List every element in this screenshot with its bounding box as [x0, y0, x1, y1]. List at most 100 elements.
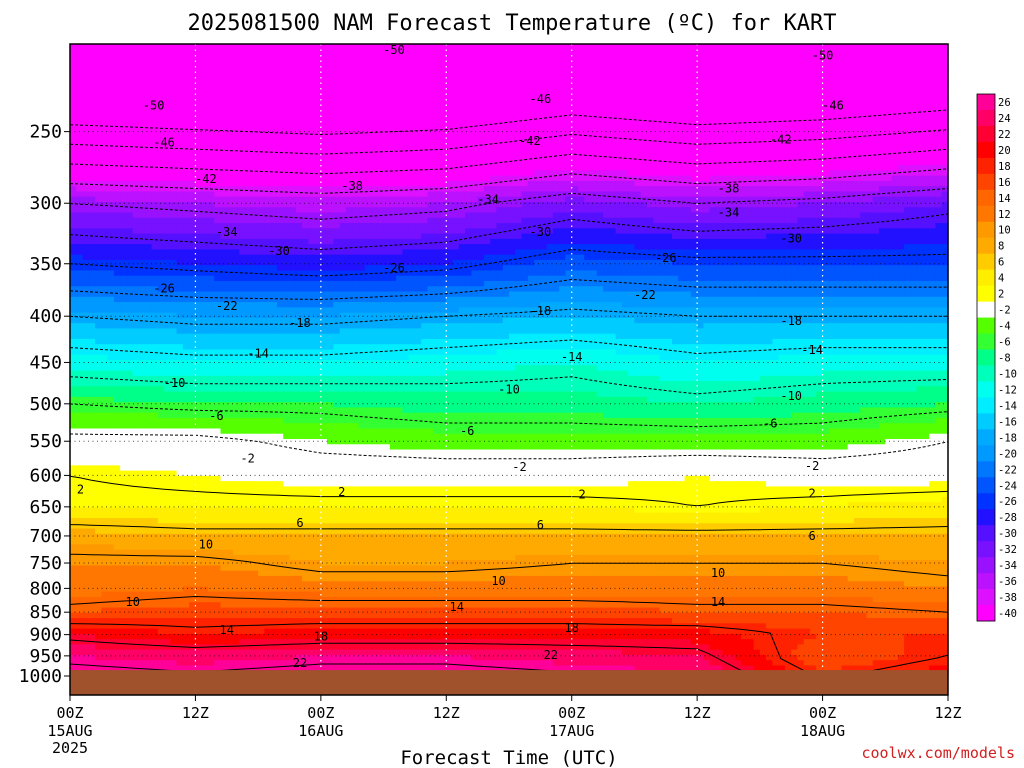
temperature-cell: [82, 512, 90, 519]
temperature-cell: [226, 460, 234, 466]
temperature-cell: [314, 138, 322, 145]
temperature-cell: [302, 654, 309, 661]
temperature-cell: [226, 496, 234, 503]
temperature-cell: [88, 233, 96, 240]
temperature-cell: [327, 107, 334, 114]
temperature-cell: [302, 270, 309, 277]
temperature-cell: [264, 70, 272, 77]
temperature-cell: [233, 133, 240, 140]
temperature-cell: [283, 465, 291, 472]
temperature-cell: [157, 633, 165, 640]
temperature-cell: [138, 191, 146, 198]
temperature-cell: [245, 323, 253, 329]
temperature-cell: [101, 370, 109, 377]
temperature-cell: [251, 449, 259, 456]
temperature-cell: [189, 375, 197, 382]
temperature-cell: [283, 281, 291, 287]
temperature-cell: [182, 212, 190, 219]
temperature-cell: [88, 101, 96, 108]
temperature-cell: [289, 65, 297, 71]
temperature-cell: [283, 49, 291, 56]
temperature-cell: [120, 518, 128, 524]
temperature-cell: [276, 581, 284, 588]
temperature-cell: [76, 254, 84, 261]
temperature-cell: [308, 428, 316, 435]
temperature-cell: [107, 349, 115, 356]
temperature-cell: [276, 333, 284, 340]
temperature-cell: [132, 618, 140, 624]
temperature-cell: [189, 117, 197, 124]
temperature-cell: [207, 286, 215, 293]
temperature-cell: [295, 333, 303, 340]
temperature-cell: [214, 70, 222, 77]
temperature-cell: [226, 412, 234, 419]
temperature-cell: [182, 428, 190, 435]
temperature-cell: [295, 75, 303, 82]
temperature-cell: [145, 265, 153, 272]
temperature-cell: [145, 233, 153, 240]
temperature-cell: [270, 554, 278, 561]
temperature-cell: [226, 291, 234, 298]
temperature-cell: [95, 381, 102, 387]
temperature-cell: [201, 486, 209, 493]
temperature-cell: [251, 391, 259, 398]
temperature-cell: [214, 612, 222, 619]
temperature-cell: [82, 54, 90, 61]
temperature-cell: [82, 80, 90, 87]
temperature-cell: [170, 439, 178, 445]
temperature-cell: [189, 449, 197, 456]
temperature-cell: [270, 402, 278, 408]
temperature-cell: [251, 370, 259, 377]
temperature-cell: [264, 296, 272, 303]
temperature-cell: [302, 217, 309, 224]
temperature-cell: [207, 449, 215, 456]
temperature-cell: [76, 523, 84, 530]
temperature-cell: [95, 49, 102, 56]
temperature-cell: [220, 602, 228, 609]
temperature-cell: [189, 581, 197, 588]
temperature-cell: [264, 96, 272, 103]
temperature-cell: [182, 323, 190, 329]
temperature-cell: [314, 286, 322, 293]
temperature-cell: [182, 312, 190, 319]
temperature-cell: [251, 612, 259, 619]
temperature-cell: [126, 138, 134, 145]
temperature-cell: [189, 202, 197, 208]
temperature-cell: [245, 554, 253, 561]
temperature-cell: [70, 254, 77, 261]
temperature-cell: [283, 633, 291, 640]
temperature-cell: [308, 560, 316, 566]
temperature-cell: [189, 523, 197, 530]
temperature-cell: [264, 123, 272, 129]
temperature-cell: [76, 91, 84, 98]
temperature-cell: [76, 612, 84, 619]
temperature-cell: [233, 228, 240, 235]
temperature-cell: [120, 449, 128, 456]
temperature-cell: [182, 549, 190, 556]
temperature-cell: [308, 117, 316, 124]
temperature-cell: [327, 354, 334, 361]
temperature-cell: [151, 244, 159, 250]
temperature-cell: [107, 307, 115, 314]
temperature-cell: [176, 381, 184, 387]
temperature-cell: [201, 170, 209, 177]
temperature-cell: [308, 286, 316, 293]
temperature-cell: [308, 270, 316, 277]
temperature-cell: [82, 444, 90, 451]
temperature-cell: [70, 202, 77, 208]
temperature-cell: [314, 49, 322, 56]
temperature-cell: [132, 470, 140, 477]
temperature-cell: [70, 275, 77, 282]
temperature-cell: [207, 586, 215, 593]
temperature-cell: [314, 344, 322, 351]
temperature-cell: [113, 665, 121, 672]
temperature-cell: [176, 291, 184, 298]
temperature-cell: [308, 491, 316, 498]
temperature-cell: [101, 428, 109, 435]
temperature-cell: [233, 70, 240, 77]
temperature-cell: [320, 265, 328, 272]
temperature-cell: [170, 149, 178, 156]
temperature-cell: [201, 96, 209, 103]
temperature-cell: [258, 196, 266, 203]
temperature-cell: [320, 107, 328, 114]
